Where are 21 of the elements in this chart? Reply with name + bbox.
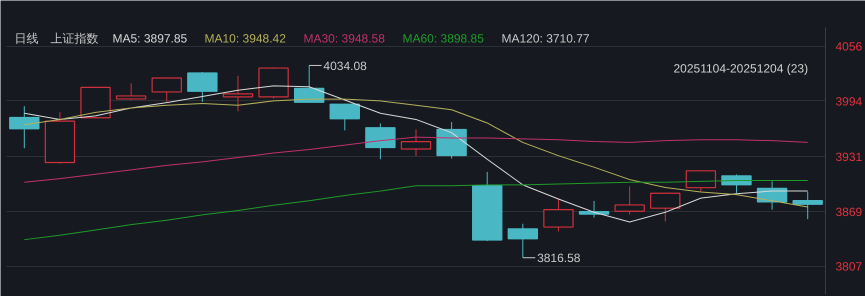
text: MA10: 3948.42 xyxy=(204,32,286,46)
annotation: 4034.08 xyxy=(323,58,368,73)
line-series xyxy=(24,180,808,240)
y-tick-label: 4056 xyxy=(836,40,863,54)
chart-subtitle: 上证指数 xyxy=(50,32,98,46)
annotation: 3816.58 xyxy=(537,251,581,266)
text: MA5: 3897.85 xyxy=(112,32,188,46)
line-series xyxy=(24,136,808,183)
candlestick xyxy=(792,191,823,220)
annotation: MA120: 3710.77 xyxy=(502,32,590,46)
candlestick xyxy=(222,75,254,112)
y-tick-label: 3807 xyxy=(836,260,863,274)
chart-title: 日线 xyxy=(14,32,38,46)
text: MA30: 3948.58 xyxy=(304,32,386,46)
line-series xyxy=(24,85,808,223)
text: MA60: 3898.85 xyxy=(402,32,484,46)
y-tick-label: 3869 xyxy=(836,204,863,219)
y-tick-label: 3931 xyxy=(836,150,863,164)
y-tick-label: 3994 xyxy=(836,94,863,108)
candlestick xyxy=(116,82,146,100)
annotation: 20251104-20251204 (23) xyxy=(674,62,808,76)
